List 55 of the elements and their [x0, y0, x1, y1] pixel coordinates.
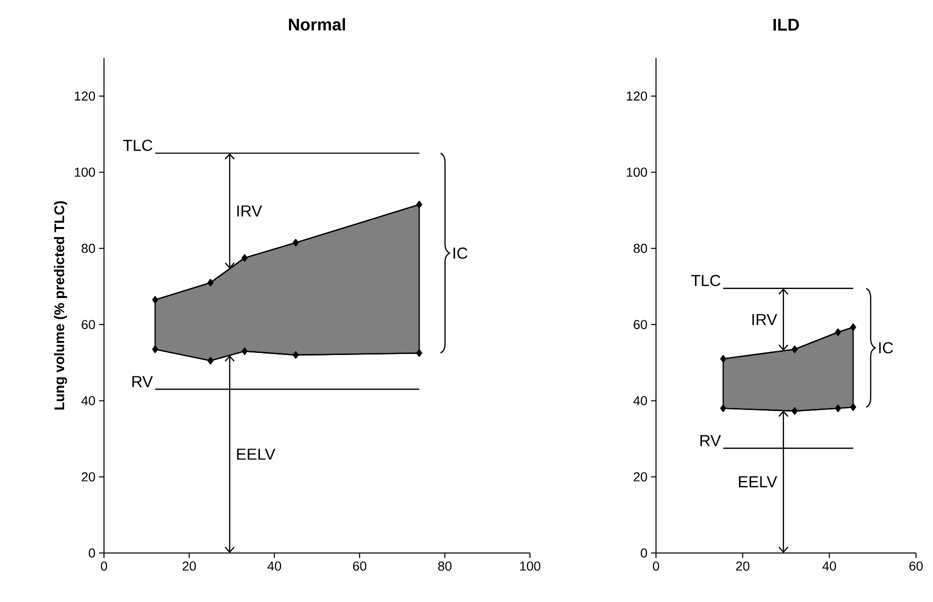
x-tick-label: 60 [353, 561, 366, 571]
y-tick-label: 120 [626, 91, 648, 101]
annotation: IRV [237, 205, 262, 216]
point [720, 404, 726, 412]
y-tick-label: 80 [82, 244, 95, 253]
annotation: EELV [237, 448, 276, 460]
point [208, 356, 214, 364]
y-tick-label: 20 [634, 472, 648, 482]
y-tick-label: 0 [88, 548, 95, 558]
point [850, 403, 856, 411]
x-tick-label: 40 [267, 561, 282, 571]
point [242, 254, 248, 262]
point [292, 351, 299, 359]
y-axis-title: Lung volume (% predicted TLC) [54, 201, 68, 410]
y-tick-label: 80 [634, 244, 648, 253]
y-tick-label: 20 [82, 472, 95, 482]
annotation: IRV [752, 314, 778, 326]
ref-line-label: RV [700, 435, 721, 446]
point [242, 347, 248, 355]
y-tick-label: 40 [81, 396, 95, 406]
point [208, 278, 214, 286]
point [720, 355, 726, 363]
point [292, 238, 299, 246]
x-tick-label: 20 [736, 561, 750, 571]
annotation: IC [454, 248, 468, 259]
point [152, 296, 158, 304]
y-tick-label: 120 [74, 91, 95, 101]
y-tick-label: 0 [640, 548, 648, 558]
y-tick-label: 40 [633, 396, 648, 406]
chart-title: ILD [774, 18, 799, 31]
x-tick-label: 100 [520, 561, 540, 571]
point [152, 346, 158, 354]
point [416, 349, 422, 357]
x-tick-label: 60 [909, 561, 923, 571]
x-tick-label: 0 [100, 561, 108, 571]
ref-line-label: RV [132, 376, 153, 388]
y-tick-label: 100 [74, 168, 95, 177]
chart-title: Normal [288, 18, 345, 31]
annotation: EELV [738, 476, 778, 488]
x-tick-label: 80 [438, 561, 452, 571]
y-tick-label: 60 [634, 320, 648, 330]
point [792, 407, 798, 415]
annotation: IC [879, 342, 894, 354]
ref-line-label: TLC [123, 140, 152, 151]
y-tick-label: 60 [82, 320, 95, 330]
ref-line-label: TLC [691, 274, 720, 286]
point [792, 346, 798, 354]
x-tick-label: 40 [822, 561, 836, 571]
y-tick-label: 100 [626, 168, 648, 177]
point [416, 200, 422, 208]
point [835, 404, 841, 412]
x-tick-label: 20 [182, 561, 196, 571]
x-tick-label: 0 [652, 561, 660, 571]
point [835, 328, 841, 336]
point [850, 323, 856, 331]
